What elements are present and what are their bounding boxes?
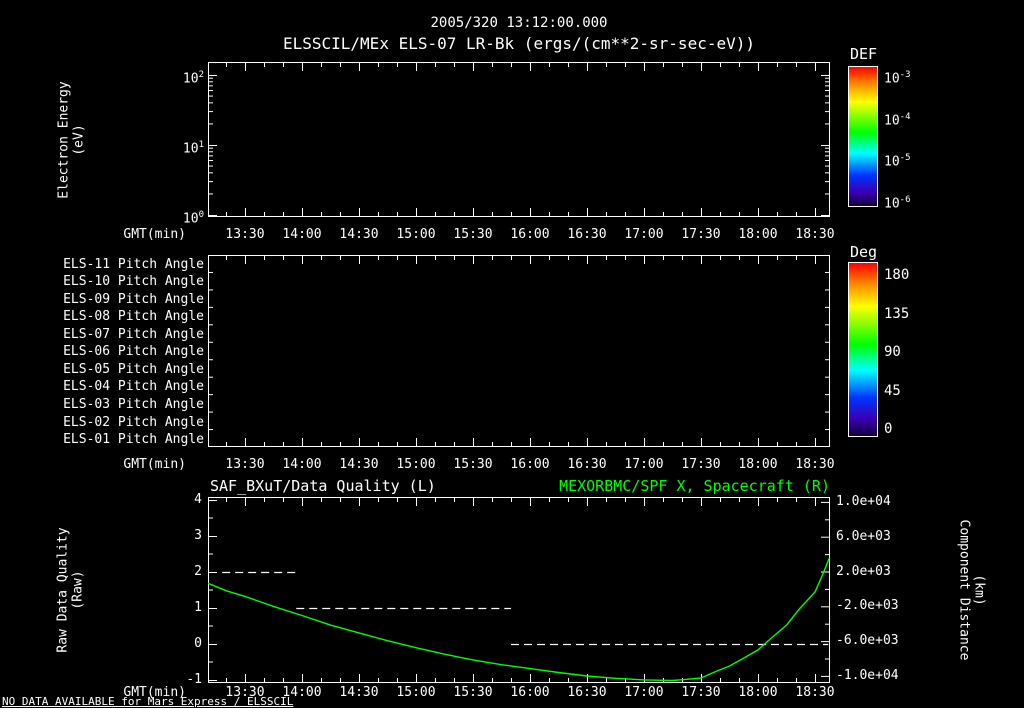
gmt-axis-label-3: GMT(min) [123, 685, 186, 700]
deg-tick-label: 90 [884, 344, 901, 360]
gmt-axis-label-2: GMT(min) [123, 457, 186, 472]
distance-tick-label: 1.0e+04 [836, 494, 891, 509]
time-tick-label: 14:30 [339, 457, 379, 472]
distance-axis-label-line1: Component Distance [956, 519, 972, 661]
time-tick-label: 14:00 [282, 227, 322, 242]
def-tick-label: 10-3 [884, 70, 911, 87]
left-series-title: SAF_BXuT/Data Quality (L) [210, 477, 436, 495]
time-tick-label: 16:30 [567, 227, 607, 242]
time-tick-label: 15:30 [453, 457, 493, 472]
energy-tick-label: 100 [182, 210, 204, 227]
pitch-angle-row-label: ELS-06 Pitch Angle [63, 344, 204, 360]
time-tick-label: 15:30 [453, 685, 493, 700]
deg-colorbar-title: Deg [850, 243, 878, 261]
pitch-angle-row-label: ELS-11 Pitch Angle [63, 256, 204, 272]
deg-tick-label: 45 [884, 383, 901, 399]
time-tick-label: 16:00 [510, 685, 550, 700]
time-tick-label: 14:30 [339, 227, 379, 242]
timeseries-panel [208, 497, 830, 683]
spectrogram-panel [208, 62, 830, 217]
time-tick-label: 14:00 [282, 685, 322, 700]
time-tick-label: 13:30 [225, 227, 265, 242]
distance-axis-label: (km) Component Distance [942, 497, 1000, 683]
time-tick-label: 16:30 [567, 457, 607, 472]
pitch-angle-row-label: ELS-03 Pitch Angle [63, 396, 204, 412]
distance-tick-label: 6.0e+03 [836, 529, 891, 544]
time-tick-label: 18:30 [795, 457, 835, 472]
time-tick-label: 13:30 [225, 685, 265, 700]
time-tick-label: 18:00 [738, 685, 778, 700]
datetime-title: 2005/320 13:12:00.000 [430, 15, 608, 31]
quality-tick-label: 2 [194, 564, 202, 579]
pitch-angle-row-label: ELS-09 Pitch Angle [63, 291, 204, 307]
def-colorbar [848, 66, 878, 207]
pitch-angle-row-label: ELS-05 Pitch Angle [63, 361, 204, 377]
def-colorbar-title: DEF [850, 45, 878, 63]
time-tick-label: 15:00 [396, 457, 436, 472]
plot-title: ELSSCIL/MEx ELS-07 LR-Bk (ergs/(cm**2-sr… [282, 34, 755, 53]
pitch-angle-plot-area [208, 255, 830, 447]
time-tick-label: 18:30 [795, 685, 835, 700]
pitch-angle-panel [208, 255, 830, 447]
gmt-axis-label-1: GMT(min) [123, 227, 186, 242]
pitch-angle-row-label: ELS-07 Pitch Angle [63, 326, 204, 342]
time-tick-label: 16:00 [510, 457, 550, 472]
time-tick-label: 16:00 [510, 227, 550, 242]
quality-tick-label: 1 [194, 600, 202, 615]
def-tick-label: 10-6 [884, 195, 911, 212]
time-tick-label: 16:30 [567, 685, 607, 700]
pitch-angle-row-label: ELS-08 Pitch Angle [63, 309, 204, 325]
pitch-angle-row-label: ELS-02 Pitch Angle [63, 414, 204, 430]
status-message: NO DATA AVAILABLE for Mars Express / ELS… [2, 695, 294, 708]
right-series-title: MEXORBMC/SPF X, Spacecraft (R) [559, 477, 830, 495]
deg-tick-label: 0 [884, 421, 893, 437]
timeseries-plot-area [208, 497, 830, 683]
distance-tick-label: -2.0e+03 [836, 598, 899, 613]
def-tick-label: 10-5 [884, 153, 911, 170]
time-tick-label: 18:30 [795, 227, 835, 242]
deg-colorbar [848, 262, 878, 437]
pitch-angle-row-label: ELS-04 Pitch Angle [63, 379, 204, 395]
time-tick-label: 17:00 [624, 227, 664, 242]
quality-tick-label: 3 [194, 528, 202, 543]
quality-axis-label: Raw Data Quality (Raw) [40, 497, 102, 683]
time-tick-label: 14:00 [282, 457, 322, 472]
pitch-angle-row-label: ELS-10 Pitch Angle [63, 274, 204, 290]
time-tick-label: 14:30 [339, 685, 379, 700]
spectrogram-plot-area [208, 62, 830, 217]
time-tick-label: 17:00 [624, 685, 664, 700]
time-tick-label: 17:30 [681, 685, 721, 700]
time-tick-label: 15:30 [453, 227, 493, 242]
deg-tick-label: 180 [884, 267, 910, 283]
pitch-angle-row-label: ELS-01 Pitch Angle [63, 432, 204, 447]
time-tick-label: 18:00 [738, 457, 778, 472]
time-tick-label: 13:30 [225, 457, 265, 472]
quality-tick-label: -1 [186, 672, 202, 687]
energy-axis-label-line1: Electron Energy [57, 80, 72, 199]
def-tick-label: 10-4 [884, 112, 911, 129]
quality-axis-label-line2: (Raw) [71, 570, 87, 610]
quality-axis-label-line1: Raw Data Quality [56, 527, 72, 653]
energy-axis-label-line2: (eV) [72, 123, 87, 156]
distance-tick-label: 2.0e+03 [836, 564, 891, 579]
time-tick-label: 18:00 [738, 227, 778, 242]
energy-tick-label: 102 [182, 70, 204, 87]
quality-tick-label: 0 [194, 636, 202, 651]
energy-axis-label: Electron Energy (eV) [40, 62, 104, 217]
time-tick-label: 17:00 [624, 457, 664, 472]
time-tick-label: 15:00 [396, 227, 436, 242]
quality-tick-label: 4 [194, 492, 202, 507]
distance-tick-label: -6.0e+03 [836, 633, 899, 648]
distance-tick-label: -1.0e+04 [836, 668, 899, 683]
energy-tick-label: 101 [182, 140, 204, 157]
distance-axis-label-units: (km) [971, 574, 987, 606]
deg-tick-label: 135 [884, 306, 910, 322]
time-tick-label: 17:30 [681, 227, 721, 242]
time-tick-label: 17:30 [681, 457, 721, 472]
time-tick-label: 15:00 [396, 685, 436, 700]
